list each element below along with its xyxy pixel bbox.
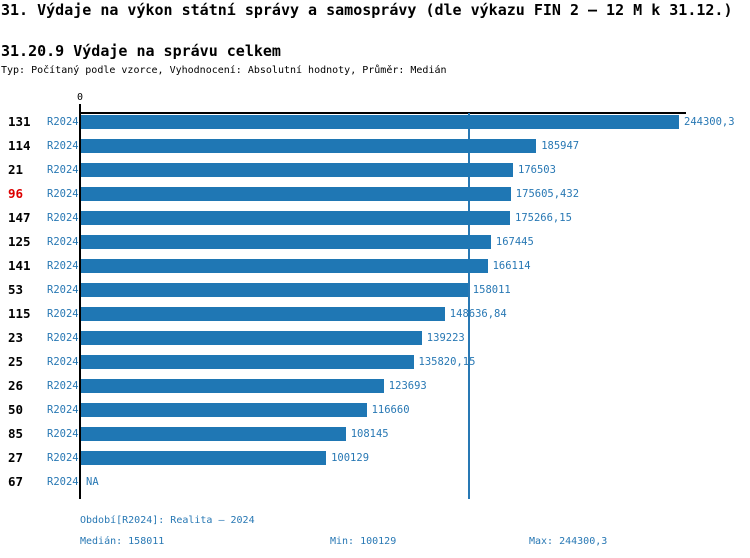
row-period-label: R2024 bbox=[47, 308, 79, 320]
chart-title: 31. Výdaje na výkon státní správy a samo… bbox=[1, 1, 733, 19]
bar bbox=[81, 403, 367, 417]
row-rank-label: 53 bbox=[8, 282, 24, 297]
row-period-label: R2024 bbox=[47, 452, 79, 464]
bar-value-label: 116660 bbox=[371, 404, 410, 416]
footer-min-label: Min: 100129 bbox=[330, 536, 397, 547]
bar-value-label: 166114 bbox=[492, 260, 531, 272]
chart-row: 23 R2024 139223 bbox=[0, 331, 750, 345]
bar-value-label: 123693 bbox=[388, 380, 427, 392]
bar-value-label: NA bbox=[86, 476, 99, 488]
bar bbox=[81, 283, 468, 297]
footer-max-label: Max: 244300,3 bbox=[529, 536, 608, 547]
bar bbox=[81, 163, 513, 177]
bar-value-label: 244300,3 bbox=[684, 116, 735, 128]
y-axis-line bbox=[79, 104, 81, 499]
row-period-label: R2024 bbox=[47, 212, 79, 224]
bar bbox=[81, 355, 414, 369]
bar bbox=[81, 451, 327, 465]
bar bbox=[81, 259, 488, 273]
bar-value-label: 108145 bbox=[350, 428, 389, 440]
row-period-label: R2024 bbox=[47, 140, 79, 152]
bar-value-label: 185947 bbox=[541, 140, 580, 152]
row-rank-label: 115 bbox=[8, 306, 31, 321]
bar-value-label: 175266,15 bbox=[515, 212, 572, 224]
bar-value-label: 158011 bbox=[472, 284, 511, 296]
x-axis-line bbox=[79, 112, 686, 114]
x-axis-zero-tick-label: 0 bbox=[77, 92, 84, 103]
bar-value-label: 135820,15 bbox=[418, 356, 476, 368]
row-period-label: R2024 bbox=[47, 284, 79, 296]
row-period-label: R2024 bbox=[47, 380, 79, 392]
bar bbox=[81, 427, 346, 441]
footer-period-label: Období[R2024]: Realita – 2024 bbox=[80, 515, 255, 526]
chart-subtitle: 31.20.9 Výdaje na správu celkem bbox=[1, 42, 281, 60]
row-period-label: R2024 bbox=[47, 332, 79, 344]
row-period-label: R2024 bbox=[47, 164, 79, 176]
row-period-label: R2024 bbox=[47, 404, 79, 416]
chart-row: 125 R2024 167445 bbox=[0, 235, 750, 249]
chart-row: 53 R2024 158011 bbox=[0, 283, 750, 297]
row-period-label: R2024 bbox=[47, 356, 79, 368]
bar bbox=[81, 211, 510, 225]
bar bbox=[81, 331, 422, 345]
row-period-label: R2024 bbox=[47, 476, 79, 488]
row-rank-label: 23 bbox=[8, 330, 24, 345]
bar bbox=[81, 307, 445, 321]
row-rank-label: 125 bbox=[8, 234, 31, 249]
chart-row: 141 R2024 166114 bbox=[0, 259, 750, 273]
chart-row: 96 R2024 175605,432 bbox=[0, 187, 750, 201]
chart-row: 67 R2024 NA bbox=[0, 475, 750, 489]
chart-row: 27 R2024 100129 bbox=[0, 451, 750, 465]
bar-value-label: 100129 bbox=[331, 452, 370, 464]
bar bbox=[81, 115, 679, 129]
chart-row: 25 R2024 135820,15 bbox=[0, 355, 750, 369]
row-rank-label: 50 bbox=[8, 402, 24, 417]
median-reference-line bbox=[468, 113, 470, 499]
row-period-label: R2024 bbox=[47, 188, 79, 200]
bar-value-label: 139223 bbox=[426, 332, 465, 344]
row-period-label: R2024 bbox=[47, 116, 79, 128]
row-rank-label: 85 bbox=[8, 426, 24, 441]
row-rank-label: 25 bbox=[8, 354, 24, 369]
chart-type-info: Typ: Počítaný podle vzorce, Vyhodnocení:… bbox=[1, 65, 447, 76]
chart-row: 50 R2024 116660 bbox=[0, 403, 750, 417]
chart-row: 114 R2024 185947 bbox=[0, 139, 750, 153]
row-period-label: R2024 bbox=[47, 260, 79, 272]
bar-value-label: 176503 bbox=[518, 164, 556, 176]
row-rank-label: 96 bbox=[8, 186, 24, 201]
bar-value-label: 148636,84 bbox=[449, 308, 507, 320]
row-rank-label: 141 bbox=[8, 258, 31, 273]
chart-row: 131 R2024 244300,3 bbox=[0, 115, 750, 129]
bar bbox=[81, 187, 511, 201]
bar bbox=[81, 379, 384, 393]
chart-row: 85 R2024 108145 bbox=[0, 427, 750, 441]
bar-value-label: 175605,432 bbox=[515, 188, 580, 200]
row-rank-label: 21 bbox=[8, 162, 24, 177]
row-rank-label: 67 bbox=[8, 474, 24, 489]
row-rank-label: 131 bbox=[8, 114, 31, 129]
chart-row: 21 R2024 176503 bbox=[0, 163, 750, 177]
row-period-label: R2024 bbox=[47, 236, 79, 248]
chart-row: 115 R2024 148636,84 bbox=[0, 307, 750, 321]
bar bbox=[81, 139, 537, 153]
row-rank-label: 147 bbox=[8, 210, 31, 225]
footer-median-label: Medián: 158011 bbox=[80, 536, 165, 547]
chart-row: 26 R2024 123693 bbox=[0, 379, 750, 393]
row-rank-label: 26 bbox=[8, 378, 24, 393]
row-rank-label: 27 bbox=[8, 450, 24, 465]
bar-value-label: 167445 bbox=[495, 236, 534, 248]
row-rank-label: 114 bbox=[8, 138, 31, 153]
bar bbox=[81, 235, 491, 249]
chart-row: 147 R2024 175266,15 bbox=[0, 211, 750, 225]
row-period-label: R2024 bbox=[47, 428, 79, 440]
